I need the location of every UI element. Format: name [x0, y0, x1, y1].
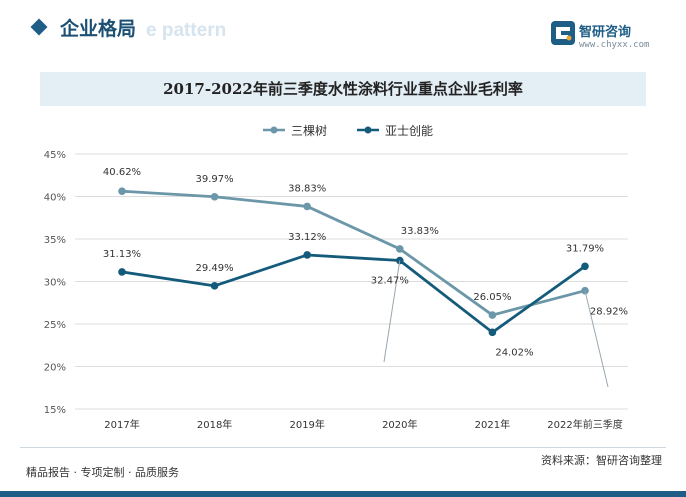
y-tick-label: 20%: [44, 363, 66, 374]
line-chart: 15% 20% 25% 30% 35% 40% 45% 2017年 2018年 2019年 2020…: [44, 123, 628, 431]
data-point: [118, 268, 126, 276]
chart-title-band: 2017-2022年前三季度水性涂料行业重点企业毛利率: [40, 72, 646, 106]
data-label: 32.47%: [371, 276, 409, 287]
data-label: 38.83%: [288, 183, 326, 194]
data-label: 33.83%: [401, 226, 439, 237]
y-tick-label: 35%: [44, 235, 66, 246]
data-point: [303, 251, 312, 259]
x-tick-label: 2017年: [104, 418, 139, 431]
x-tick-label: 2022年前三季度: [547, 418, 622, 431]
footer-item: 专项定制: [80, 466, 125, 479]
footer-separator: ·: [128, 466, 132, 479]
series-line: [121, 189, 586, 317]
diamond-icon: [30, 18, 48, 36]
legend-swatch-marker: [270, 126, 278, 134]
footer-item: 品质服务: [135, 466, 179, 479]
data-label: 39.97%: [196, 174, 234, 185]
footer-item: 精品报告: [26, 466, 70, 479]
label-leader-line: [383, 260, 401, 363]
footer-strip: [0, 491, 686, 497]
y-tick-label: 40%: [44, 193, 66, 204]
data-label: 26.05%: [473, 292, 511, 303]
data-label: 31.79%: [566, 243, 604, 254]
footer-separator: ·: [73, 466, 78, 479]
footer-tagline: 精品报告 · 专项定制 · 品质服务: [26, 464, 179, 480]
data-point: [118, 187, 126, 196]
data-point: [488, 328, 497, 337]
x-tick-label: 2019年: [289, 418, 324, 431]
x-tick-label: 2020年: [382, 418, 417, 431]
x-tick-label: 2018年: [197, 418, 232, 431]
chart-title: 2017-2022年前三季度水性涂料行业重点企业毛利率: [163, 80, 523, 98]
header: e pattern 企业格局 智研咨询 www.chyxx.com: [0, 0, 686, 60]
legend-label: 三棵树: [291, 123, 327, 138]
data-label: 40.62%: [103, 167, 141, 178]
data-label: 24.02%: [495, 347, 533, 358]
data-point: [396, 245, 404, 253]
data-label: 31.13%: [103, 249, 141, 260]
data-point: [210, 282, 219, 290]
data-point: [210, 192, 219, 201]
y-tick-label: 15%: [44, 405, 66, 416]
data-point: [581, 262, 589, 271]
series-line: [121, 253, 586, 334]
y-tick-label: 25%: [44, 320, 66, 331]
data-point: [303, 202, 312, 211]
label-leader-line: [584, 290, 609, 388]
y-tick-label: 30%: [44, 278, 66, 289]
source-text: 资料来源：智研咨询整理: [541, 454, 662, 467]
data-label: 33.12%: [288, 232, 326, 243]
logo-icon: [551, 21, 575, 45]
data-label: 29.49%: [196, 263, 234, 274]
section-subtitle: e pattern: [146, 20, 227, 41]
brand-logo[interactable]: 智研咨询 www.chyxx.com: [549, 19, 685, 59]
logo-name: 智研咨询: [579, 25, 632, 40]
footer: 精品报告 · 专项定制 · 品质服务 资料来源：智研咨询整理: [0, 447, 686, 497]
footer-source: 资料来源：智研咨询整理: [541, 452, 662, 468]
legend-label: 亚士创能: [385, 124, 433, 138]
data-label: 28.92%: [590, 307, 628, 318]
legend-swatch-marker: [364, 126, 372, 134]
section-title: 企业格局: [60, 18, 137, 40]
y-tick-label: 45%: [44, 150, 66, 161]
data-point: [488, 311, 497, 319]
footer-divider: [20, 447, 666, 448]
logo-url: www.chyxx.com: [579, 40, 650, 50]
x-tick-label: 2021年: [475, 418, 510, 431]
